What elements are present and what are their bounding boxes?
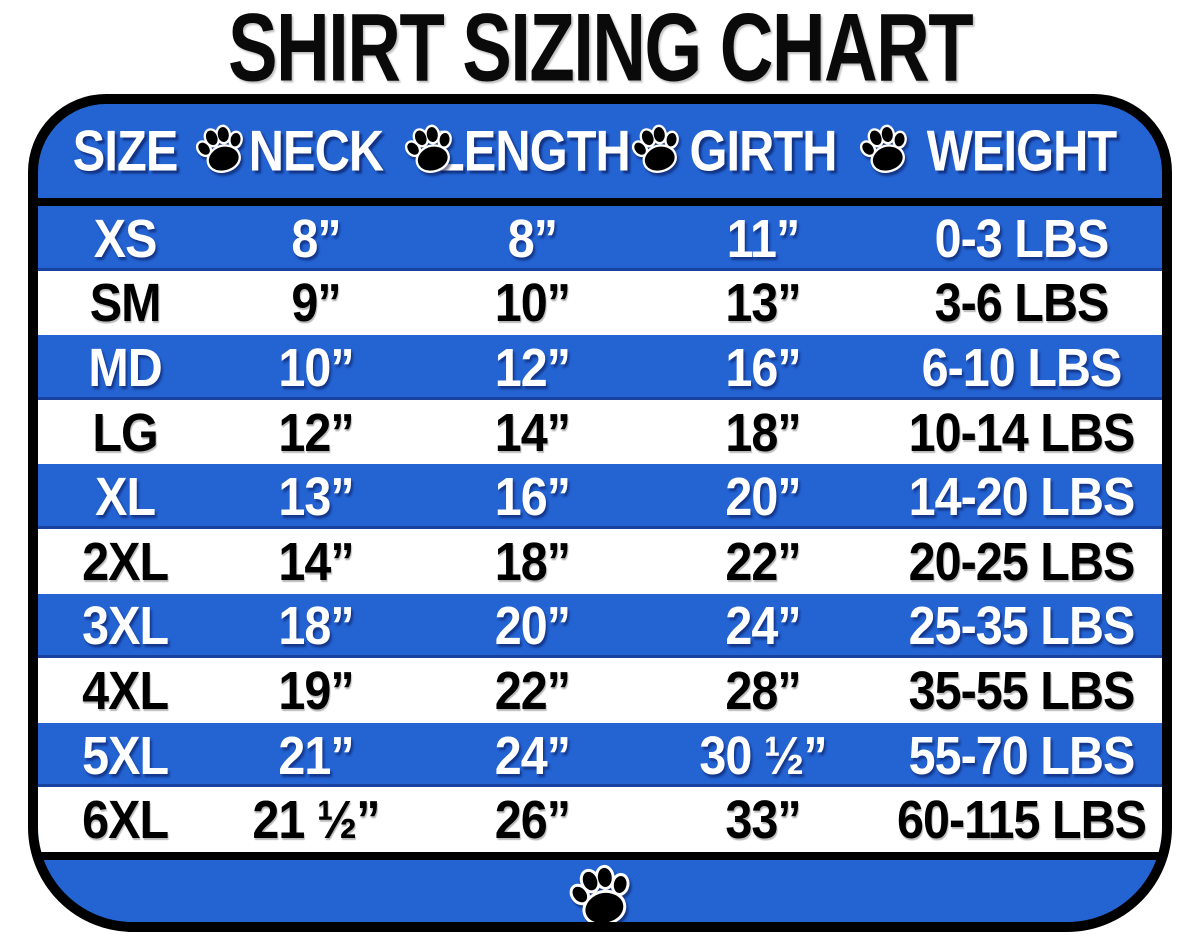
column-header-size: SIZE xyxy=(72,119,179,183)
column-header-length: LENGTH xyxy=(435,119,631,183)
cell-length: 14” xyxy=(494,401,571,463)
cell-girth: 16” xyxy=(725,337,801,398)
cell-length: 10” xyxy=(494,272,571,334)
cell-length: 8” xyxy=(507,208,558,269)
table-row-4xl: 4XL 19” 22” 28” 35-55 LBS xyxy=(38,658,1162,723)
cell-girth: 33” xyxy=(725,789,801,850)
table-row-5xl: 5XL 21” 24” 30 ½” 55-70 LBS xyxy=(38,722,1162,788)
table-row-sm: SM 9” 10” 13” 3-6 LBS xyxy=(38,270,1162,336)
sizing-chart-card: SIZE NECK LENGTH GIRTH WEIGHT XS 8” xyxy=(28,94,1172,932)
paw-print-icon xyxy=(194,123,246,180)
cell-weight: 35-55 LBS xyxy=(908,660,1136,721)
cell-weight: 0-3 LBS xyxy=(934,208,1110,269)
cell-length: 12” xyxy=(494,337,571,398)
cell-length: 24” xyxy=(494,724,571,786)
cell-neck: 21” xyxy=(278,724,355,786)
table-row-lg: LG 12” 14” 18” 10-14 LBS xyxy=(38,399,1162,465)
cell-length: 16” xyxy=(494,466,571,527)
cell-weight: 10-14 LBS xyxy=(908,401,1136,463)
cell-size: SM xyxy=(89,272,162,334)
page-title-text: SHIRT SIZING CHART xyxy=(227,0,974,101)
cell-girth: 13” xyxy=(725,272,801,334)
cell-size: 4XL xyxy=(82,660,169,721)
cell-length: 22” xyxy=(494,660,571,721)
page-title: SHIRT SIZING CHART xyxy=(0,0,1200,101)
cell-girth: 20” xyxy=(725,466,801,527)
cell-neck: 10” xyxy=(278,337,355,398)
cell-neck: 8” xyxy=(291,208,342,269)
cell-neck: 12” xyxy=(278,401,355,463)
cell-size: 2XL xyxy=(82,531,169,592)
column-header-neck: NECK xyxy=(248,119,384,183)
column-header-girth: GIRTH xyxy=(689,119,837,183)
cell-girth: 30 ½” xyxy=(699,724,827,786)
cell-size: LG xyxy=(92,401,158,463)
table-row-3xl: 3XL 18” 20” 24” 25-35 LBS xyxy=(38,593,1162,659)
cell-weight: 55-70 LBS xyxy=(908,724,1136,786)
cell-neck: 18” xyxy=(278,595,355,657)
table-row-2xl: 2XL 14” 18” 22” 20-25 LBS xyxy=(38,528,1162,594)
cell-size: 3XL xyxy=(82,595,169,657)
cell-girth: 24” xyxy=(725,595,801,657)
cell-weight: 3-6 LBS xyxy=(934,272,1110,334)
cell-girth: 18” xyxy=(725,401,801,463)
cell-girth: 22” xyxy=(725,531,801,592)
cell-neck: 9” xyxy=(291,272,342,334)
table-header-row: SIZE NECK LENGTH GIRTH WEIGHT xyxy=(38,104,1162,198)
table-row-xl: XL 13” 16” 20” 14-20 LBS xyxy=(38,464,1162,529)
cell-weight: 20-25 LBS xyxy=(908,531,1136,592)
cell-neck: 19” xyxy=(278,660,355,721)
cell-girth: 11” xyxy=(726,208,801,269)
cell-neck: 14” xyxy=(278,531,355,592)
cell-length: 26” xyxy=(494,789,571,850)
card-footer xyxy=(38,860,1162,922)
paw-print-icon xyxy=(567,860,633,922)
cell-size: 5XL xyxy=(82,724,169,786)
cell-weight: 25-35 LBS xyxy=(908,595,1136,657)
table-row-xs: XS 8” 8” 11” 0-3 LBS xyxy=(38,206,1162,271)
cell-length: 18” xyxy=(494,531,571,592)
cell-size: 6XL xyxy=(82,789,169,850)
cell-length: 20” xyxy=(494,595,571,657)
cell-neck: 13” xyxy=(278,466,355,527)
paw-print-icon xyxy=(630,123,682,180)
paw-print-icon xyxy=(858,123,910,180)
cell-weight: 14-20 LBS xyxy=(908,466,1136,527)
column-header-weight: WEIGHT xyxy=(926,119,1117,183)
cell-size: MD xyxy=(88,337,162,398)
footer-divider-line xyxy=(38,852,1162,860)
cell-weight: 6-10 LBS xyxy=(921,337,1123,398)
cell-neck: 21 ½” xyxy=(252,789,381,850)
cell-weight: 60-115 LBS xyxy=(896,789,1147,850)
paw-print-icon xyxy=(403,123,455,180)
cell-girth: 28” xyxy=(725,660,801,721)
header-divider-line xyxy=(38,198,1162,206)
table-row-md: MD 10” 12” 16” 6-10 LBS xyxy=(38,335,1162,400)
table-body: XS 8” 8” 11” 0-3 LBS SM 9” 10” 13” 3-6 L… xyxy=(38,206,1162,852)
cell-size: XS xyxy=(93,208,158,269)
table-row-6xl: 6XL 21 ½” 26” 33” 60-115 LBS xyxy=(38,787,1162,852)
cell-size: XL xyxy=(95,466,156,527)
